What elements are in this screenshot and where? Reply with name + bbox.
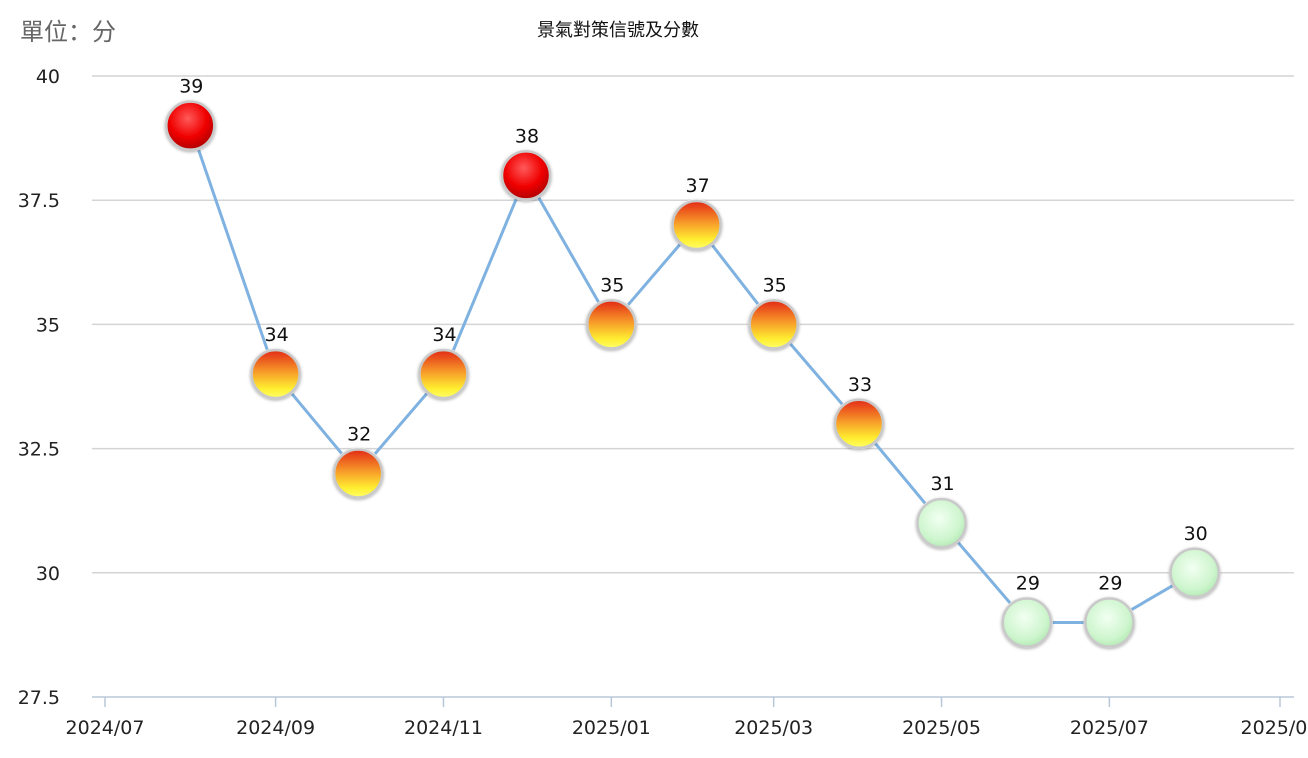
- data-point: [671, 199, 722, 251]
- chart-title: 景氣對策信號及分數: [537, 20, 699, 41]
- grid-lines: [92, 75, 1294, 574]
- x-tick-label: 2025/03: [734, 717, 813, 739]
- y-tick-label: 30: [36, 563, 60, 585]
- data-point: [748, 299, 799, 350]
- y-tick-label: 40: [36, 66, 60, 88]
- x-tick-label: 2025/05: [902, 717, 981, 739]
- data-label: 29: [1016, 572, 1040, 594]
- data-point: [1169, 547, 1220, 599]
- x-tick-label: 2024/09: [236, 717, 315, 739]
- data-point: [586, 299, 637, 350]
- y-tick-label: 32.5: [18, 439, 60, 461]
- data-label: 38: [515, 125, 539, 147]
- data-label: 35: [763, 274, 787, 296]
- data-point: [500, 150, 552, 201]
- unit-label: 單位：分: [20, 18, 116, 46]
- x-tick-label: 2025/07: [1070, 717, 1149, 739]
- x-tick-label: 2025/01: [572, 717, 651, 739]
- data-point: [250, 348, 301, 400]
- data-label: 29: [1098, 572, 1122, 594]
- x-tick-label: 2024/11: [404, 717, 483, 739]
- data-label: 32: [347, 423, 371, 445]
- data-label: 37: [686, 175, 710, 197]
- data-point: [916, 497, 967, 549]
- y-tick-label: 37.5: [18, 190, 60, 212]
- data-label: 35: [600, 274, 624, 296]
- data-point: [332, 448, 384, 499]
- data-points: 39 34 32 34 38 35 37 35 33 31 29 29 30: [164, 76, 1221, 649]
- x-tick-label: 2024/07: [66, 717, 145, 739]
- data-label: 33: [848, 374, 872, 396]
- data-point: [1001, 597, 1053, 648]
- data-label: 30: [1184, 523, 1208, 545]
- data-point: [1084, 597, 1135, 648]
- y-tick-label: 35: [36, 314, 60, 336]
- data-point: [833, 398, 885, 450]
- data-label: 34: [265, 324, 289, 346]
- axes: 27.5 30 32.5 35 37.5 40 2024/07 2024/09 2024/11 2…: [18, 66, 1308, 739]
- data-label: 39: [179, 76, 203, 98]
- data-point: [165, 100, 216, 151]
- data-label: 31: [930, 473, 954, 495]
- data-point: [418, 348, 469, 400]
- data-label: 34: [432, 324, 456, 346]
- y-tick-label: 27.5: [18, 687, 60, 709]
- x-tick-label: 2025/09: [1241, 717, 1308, 739]
